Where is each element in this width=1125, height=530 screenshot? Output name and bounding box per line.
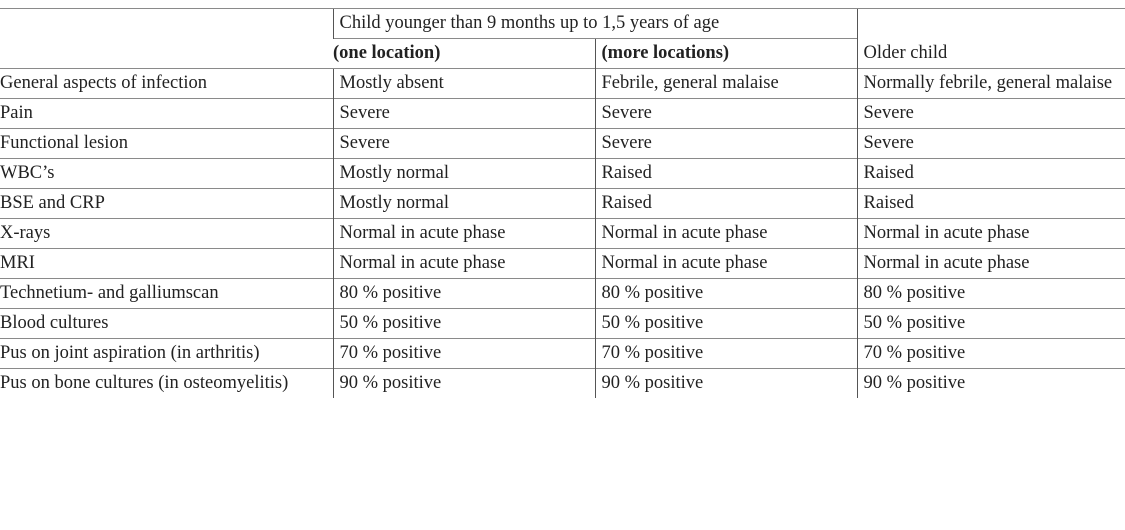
one-location-cell: Severe [332,128,595,159]
header-row-sub: (one location) (more locations) [0,38,1125,69]
one-location-cell: Mostly absent [332,68,595,99]
table-row: WBC’s Mostly normal Raised Raised [0,158,1125,189]
one-location-cell: Normal in acute phase [332,248,595,279]
row-label: WBC’s [0,158,333,189]
row-label: Pus on joint aspiration (in arthritis) [0,338,333,369]
more-locations-cell: Raised [594,188,858,219]
row-label: Functional lesion [0,128,333,159]
more-locations-cell: 80 % positive [594,278,858,309]
older-child-cell: Raised [856,188,1125,219]
more-locations-cell: Febrile, general malaise [594,68,858,99]
row-label: BSE and CRP [0,188,333,219]
more-locations-cell: Normal in acute phase [594,218,858,249]
row-label: Pus on bone cultures (in osteomyelitis) [0,368,333,398]
header-row-group: Child younger than 9 months up to 1,5 ye… [0,8,1125,69]
table-row: X-rays Normal in acute phase Normal in acu… [0,218,1125,249]
one-location-header: (one location) [333,38,595,69]
table-row: Technetium- and galliumscan 80 % positive… [0,278,1125,309]
table-body: General aspects of infection Mostly absen… [0,68,1125,398]
older-child-cell: Normal in acute phase [856,248,1125,279]
older-child-cell: Severe [856,98,1125,129]
table-row: Pain Severe Severe Severe [0,98,1125,129]
row-label: Technetium- and galliumscan [0,278,333,309]
one-location-cell: 90 % positive [332,368,595,398]
table-row: Pus on joint aspiration (in arthritis) 70… [0,338,1125,369]
older-child-cell: Raised [856,158,1125,189]
older-child-cell: Normal in acute phase [856,218,1125,249]
one-location-cell: 70 % positive [332,338,595,369]
one-location-cell: 80 % positive [332,278,595,309]
table-row: MRI Normal in acute phase Normal in acute … [0,248,1125,279]
row-label: Pain [0,98,333,129]
older-child-header: Older child [856,8,1125,69]
row-label: General aspects of infection [0,68,333,99]
one-location-cell: Severe [332,98,595,129]
table-row: Pus on bone cultures (in osteomyelitis) 9… [0,368,1125,398]
table-row: Functional lesion Severe Severe Severe [0,128,1125,159]
row-label: X-rays [0,218,333,249]
more-locations-cell: 70 % positive [594,338,858,369]
table-row: BSE and CRP Mostly normal Raised Raised [0,188,1125,219]
more-locations-cell: 90 % positive [594,368,858,398]
row-label-header [0,8,333,69]
infection-comparison-table: Child younger than 9 months up to 1,5 ye… [0,8,1125,398]
one-location-cell: Mostly normal [332,158,595,189]
more-locations-cell: Severe [594,128,858,159]
one-location-cell: 50 % positive [332,308,595,339]
table-row: General aspects of infection Mostly absen… [0,68,1125,99]
more-locations-cell: 50 % positive [594,308,858,339]
table-row: Blood cultures 50 % positive 50 % positive… [0,308,1125,339]
older-child-cell: 50 % positive [856,308,1125,339]
row-label: MRI [0,248,333,279]
older-child-cell: 80 % positive [856,278,1125,309]
one-location-cell: Normal in acute phase [332,218,595,249]
older-child-cell: Severe [856,128,1125,159]
older-child-cell: 90 % positive [856,368,1125,398]
row-label: Blood cultures [0,308,333,339]
one-location-cell: Mostly normal [332,188,595,219]
more-locations-header: (more locations) [594,38,858,69]
more-locations-cell: Normal in acute phase [594,248,858,279]
older-child-cell: 70 % positive [856,338,1125,369]
more-locations-cell: Raised [594,158,858,189]
older-child-cell: Normally febrile, general malaise [856,68,1125,99]
more-locations-cell: Severe [594,98,858,129]
young-child-group-header: Child younger than 9 months up to 1,5 ye… [332,8,858,39]
